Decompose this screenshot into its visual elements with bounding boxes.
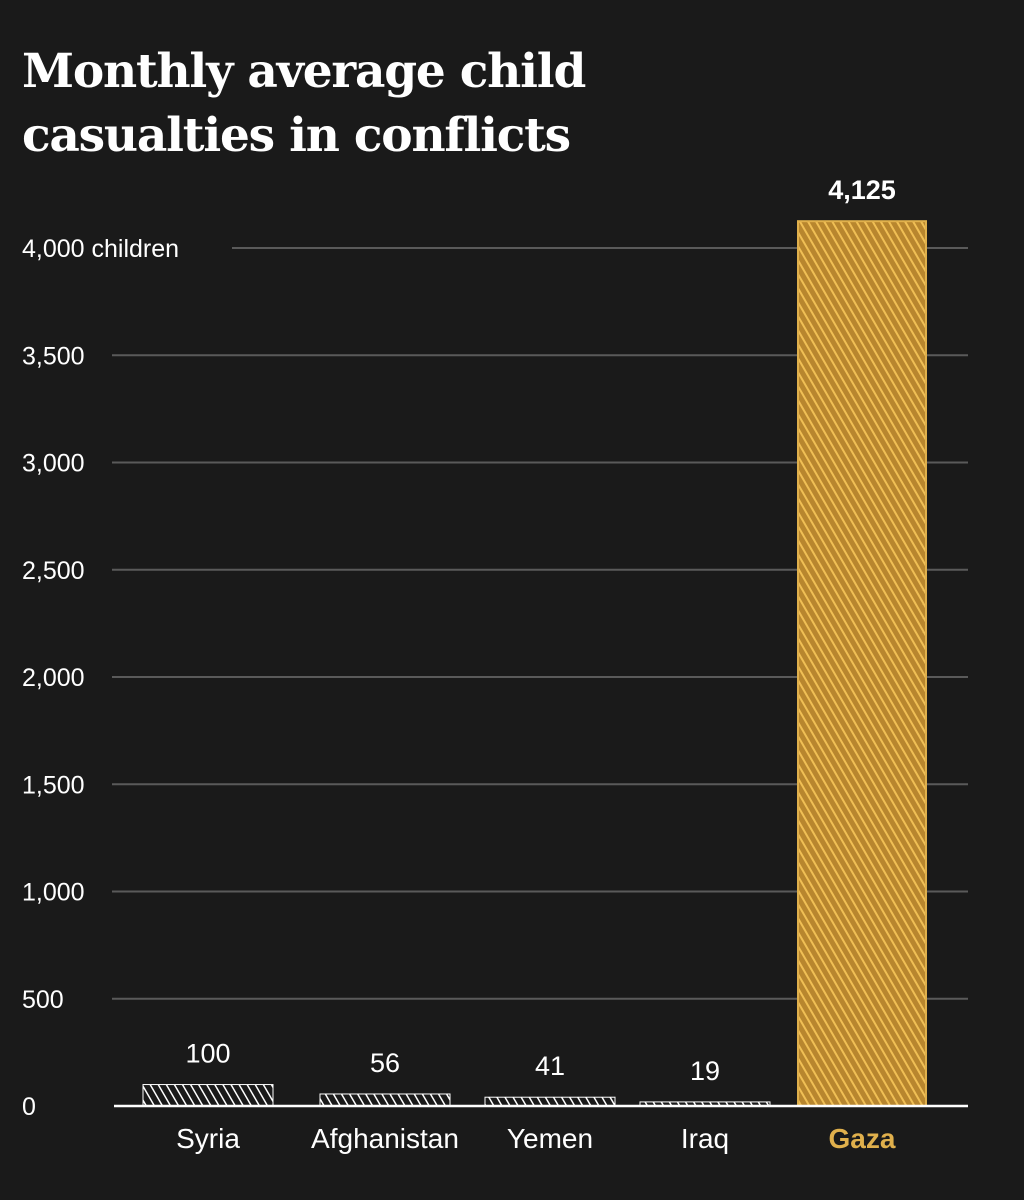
category-label-yemen: Yemen [507,1123,593,1154]
value-label-iraq: 19 [690,1056,720,1086]
bar-afghanistan [319,1093,451,1107]
chart-title: Monthly average child casualties in conf… [22,44,586,163]
y-tick-label: 2,000 [22,664,85,692]
value-label-afghanistan: 56 [370,1048,400,1078]
category-label-syria: Syria [176,1123,240,1154]
y-tick-label: 1,500 [22,771,85,799]
bar-gaza [797,220,927,1107]
y-tick-label: 3,000 [22,450,85,478]
value-label-yemen: 41 [535,1051,565,1081]
y-tick-label: 1,000 [22,879,85,907]
y-tick-label: 0 [22,1093,36,1121]
value-label-syria: 100 [185,1039,230,1069]
category-label-gaza: Gaza [829,1123,896,1154]
category-label-afghanistan: Afghanistan [311,1123,459,1154]
y-tick-label: 3,500 [22,342,85,370]
bar-syria [142,1084,274,1107]
value-label-gaza: 4,125 [828,175,896,205]
bar-yemen [484,1096,616,1107]
y-tick-label: 4,000 children [22,235,179,263]
y-tick-label: 2,500 [22,557,85,585]
y-tick-label: 500 [22,986,64,1014]
category-label-iraq: Iraq [681,1123,729,1154]
